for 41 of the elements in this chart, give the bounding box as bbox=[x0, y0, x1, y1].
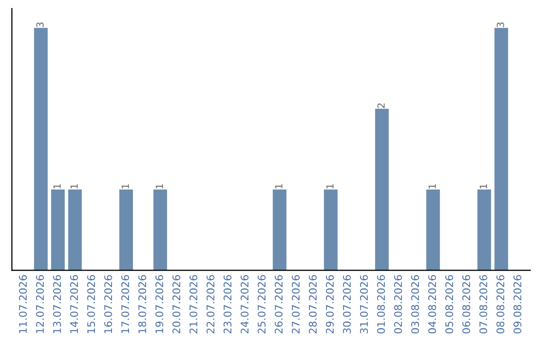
x-tick-label: 30.07.2026 bbox=[342, 275, 351, 334]
x-tick-label: 17.07.2026 bbox=[121, 275, 130, 333]
data-label: 3 bbox=[36, 22, 44, 28]
x-tick-label: 13.07.2026 bbox=[53, 275, 61, 333]
data-label: 1 bbox=[326, 184, 334, 188]
x-tick-label: 18.07.2026 bbox=[138, 275, 146, 333]
x-tick-label: 01.08.2026 bbox=[377, 275, 385, 334]
data-label: 1 bbox=[428, 184, 436, 188]
data-label: 1 bbox=[122, 184, 129, 188]
x-tick-label: 06.08.2026 bbox=[462, 275, 470, 334]
data-label: 1 bbox=[275, 184, 282, 188]
x-tick-label: 05.08.2026 bbox=[445, 275, 454, 334]
x-tick-label: 03.08.2026 bbox=[411, 275, 420, 334]
data-label: 1 bbox=[480, 184, 487, 188]
x-tick-label: 02.08.2026 bbox=[394, 275, 402, 334]
x-tick-label: 25.07.2026 bbox=[258, 275, 266, 334]
x-tick-label: 20.07.2026 bbox=[172, 275, 180, 334]
x-tick-label: 24.07.2026 bbox=[240, 275, 249, 334]
data-label: 1 bbox=[70, 184, 78, 188]
x-tick-label: 23.07.2026 bbox=[224, 275, 232, 334]
x-tick-label: 15.07.2026 bbox=[87, 275, 96, 333]
data-label: 2 bbox=[377, 103, 385, 108]
x-tick-label: 11.07.2026 bbox=[18, 275, 27, 333]
x-tick-label: 28.07.2026 bbox=[308, 275, 317, 334]
x-tick-label: 19.07.2026 bbox=[155, 275, 164, 333]
x-tick-label: 22.07.2026 bbox=[206, 275, 214, 334]
data-label: 1 bbox=[54, 184, 61, 188]
x-tick-label: 21.07.2026 bbox=[189, 275, 198, 334]
x-tick-label: 31.07.2026 bbox=[360, 275, 368, 334]
x-tick-label: 09.08.2026 bbox=[513, 275, 522, 334]
data-label: 1 bbox=[156, 184, 163, 188]
data-label: 3 bbox=[496, 22, 504, 28]
x-tick-label: 07.08.2026 bbox=[479, 275, 488, 334]
x-tick-label: 08.08.2026 bbox=[496, 275, 504, 334]
x-tick-label: 12.07.2026 bbox=[36, 275, 44, 333]
x-tick-label: 14.07.2026 bbox=[70, 275, 78, 333]
x-tick-label: 27.07.2026 bbox=[292, 275, 300, 334]
x-tick-label: 16.07.2026 bbox=[104, 275, 112, 333]
x-tick-label: 29.07.2026 bbox=[326, 275, 334, 334]
x-tick-label: 04.08.2026 bbox=[428, 275, 436, 334]
x-tick-label: 26.07.2026 bbox=[274, 275, 283, 334]
